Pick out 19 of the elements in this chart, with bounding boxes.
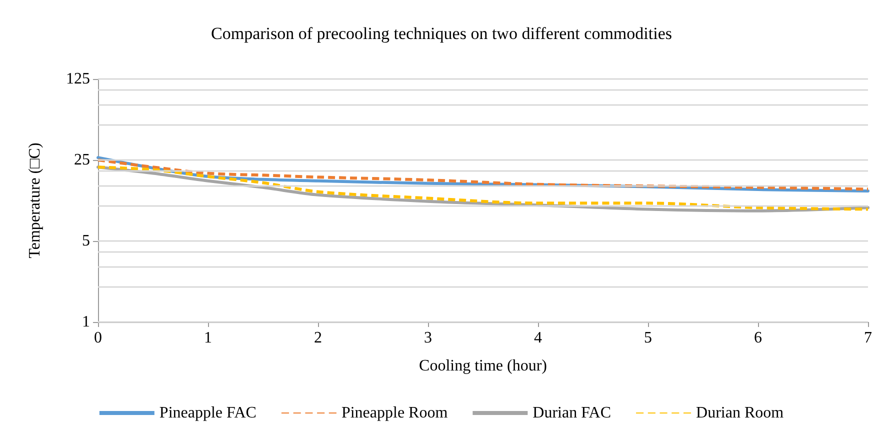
y-tick-label: 25 xyxy=(74,152,90,168)
y-tick-label: 1 xyxy=(82,314,90,330)
x-tick-label: 1 xyxy=(204,330,212,346)
y-tick-label: 5 xyxy=(82,232,90,250)
x-tick-label: 6 xyxy=(754,330,762,346)
legend-label: Durian FAC xyxy=(532,404,612,422)
legend-label: Pineapple Room xyxy=(341,404,448,422)
chart-title: Comparison of precooling techniques on two different commodities xyxy=(211,24,672,43)
y-axis-title: Temperature (□C) xyxy=(26,142,44,258)
x-tick-label: 5 xyxy=(644,330,652,346)
legend-label: Durian Room xyxy=(696,404,784,422)
x-tick-label: 0 xyxy=(94,330,102,346)
x-tick-label: 7 xyxy=(864,330,872,346)
x-tick-label: 2 xyxy=(314,330,322,346)
legend-label: Pineapple FAC xyxy=(159,404,256,422)
y-tick-label: 125 xyxy=(66,70,90,88)
x-axis-title: Cooling time (hour) xyxy=(419,358,547,374)
x-tick-label: 3 xyxy=(424,330,432,346)
x-tick-label: 4 xyxy=(534,330,542,346)
